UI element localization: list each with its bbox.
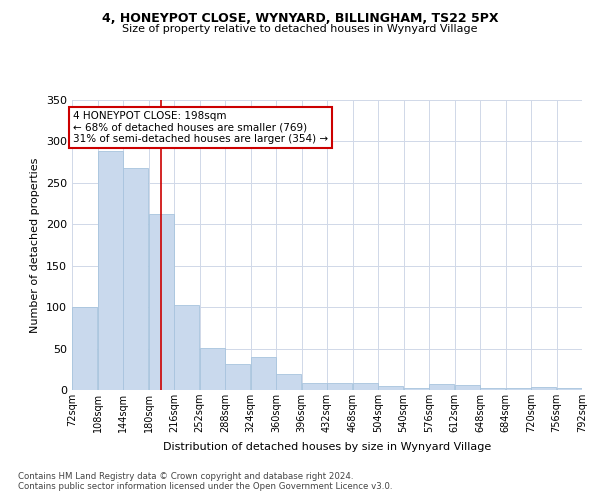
- Text: Distribution of detached houses by size in Wynyard Village: Distribution of detached houses by size …: [163, 442, 491, 452]
- Bar: [455, 385, 480, 390]
- Bar: [506, 388, 531, 390]
- Text: Contains public sector information licensed under the Open Government Licence v3: Contains public sector information licen…: [18, 482, 392, 491]
- Text: 4 HONEYPOT CLOSE: 198sqm
← 68% of detached houses are smaller (769)
31% of semi-: 4 HONEYPOT CLOSE: 198sqm ← 68% of detach…: [73, 111, 328, 144]
- Bar: [327, 384, 352, 390]
- Text: Size of property relative to detached houses in Wynyard Village: Size of property relative to detached ho…: [122, 24, 478, 34]
- Bar: [531, 386, 556, 390]
- Bar: [72, 307, 97, 390]
- Bar: [302, 384, 327, 390]
- Bar: [557, 388, 582, 390]
- Bar: [251, 357, 276, 390]
- Text: Contains HM Land Registry data © Crown copyright and database right 2024.: Contains HM Land Registry data © Crown c…: [18, 472, 353, 481]
- Y-axis label: Number of detached properties: Number of detached properties: [31, 158, 40, 332]
- Bar: [480, 388, 505, 390]
- Bar: [149, 214, 174, 390]
- Bar: [174, 306, 199, 390]
- Bar: [98, 152, 123, 390]
- Bar: [123, 168, 148, 390]
- Bar: [404, 388, 429, 390]
- Text: 4, HONEYPOT CLOSE, WYNYARD, BILLINGHAM, TS22 5PX: 4, HONEYPOT CLOSE, WYNYARD, BILLINGHAM, …: [102, 12, 498, 26]
- Bar: [353, 382, 378, 390]
- Bar: [276, 374, 301, 390]
- Bar: [200, 348, 225, 390]
- Bar: [429, 384, 454, 390]
- Bar: [378, 386, 403, 390]
- Bar: [225, 364, 250, 390]
